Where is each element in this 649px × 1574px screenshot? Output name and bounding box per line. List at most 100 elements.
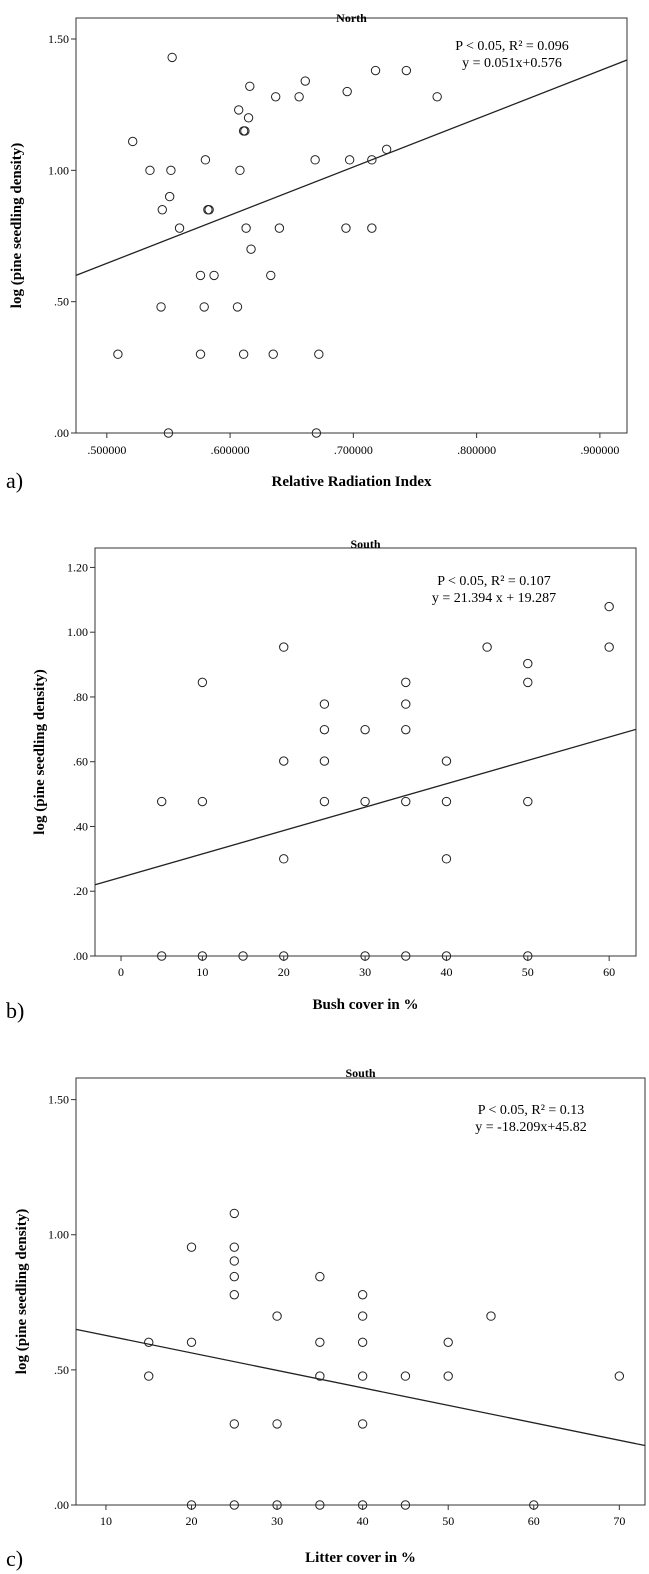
scatter-panel-2: South 0 10 20 30 40 50 60 .00 .20 .40 .60 .80 1.00 1.2… [6, 537, 637, 1023]
chart-title: South [350, 537, 380, 551]
data-point [401, 65, 412, 76]
x-tick-label: 40 [440, 965, 452, 979]
data-point [357, 1290, 368, 1300]
data-point [310, 155, 320, 165]
data-point [279, 854, 289, 864]
y-tick-label: .60 [73, 755, 88, 769]
data-point [315, 1371, 325, 1381]
x-tick-label: 30 [271, 1514, 283, 1528]
data-point [319, 796, 330, 807]
x-axis-label: Bush cover in % [313, 997, 419, 1013]
data-point [113, 349, 123, 359]
y-tick-label: .50 [54, 1363, 69, 1377]
plot-frame [75, 17, 628, 434]
data-point [367, 155, 377, 165]
data-point [167, 52, 177, 63]
data-point [441, 796, 452, 807]
data-point [234, 105, 244, 115]
data-point [357, 1337, 368, 1348]
data-point [240, 126, 250, 136]
data-point [266, 270, 276, 281]
data-point [357, 1419, 368, 1429]
plot-frame [75, 1077, 646, 1506]
data-point [229, 1500, 239, 1510]
x-tick-label: 40 [357, 1514, 369, 1528]
y-tick-label: .80 [73, 690, 88, 704]
data-point [443, 1371, 453, 1381]
x-tick-label: .700000 [334, 443, 373, 457]
data-point [279, 951, 289, 961]
data-point [300, 76, 310, 86]
data-point [370, 65, 381, 76]
x-tick-label: 20 [186, 1514, 198, 1528]
y-tick-label: 1.20 [67, 560, 88, 574]
x-axis-label: Relative Radiation Index [271, 474, 432, 490]
y-tick-label: .50 [54, 295, 69, 309]
x-tick-label: 60 [528, 1514, 540, 1528]
data-point [229, 1419, 239, 1429]
data-point [229, 1242, 239, 1252]
data-point [357, 1371, 368, 1381]
data-point [229, 1256, 239, 1266]
y-tick-label: .40 [73, 819, 88, 833]
y-axis-label: log (pine seedling density) [32, 669, 48, 834]
data-point [229, 1208, 239, 1219]
y-tick-label: 1.00 [48, 1228, 69, 1242]
regression-line [75, 59, 628, 277]
data-point [523, 796, 533, 807]
data-point [164, 191, 175, 202]
panel-label: a) [6, 468, 23, 493]
regression-annotation: y = 21.394 x + 19.287 [432, 591, 556, 606]
panel-label: c) [6, 1546, 23, 1571]
data-point [145, 165, 155, 176]
data-point [360, 951, 370, 961]
data-point [344, 155, 355, 165]
data-point [604, 601, 614, 612]
data-point [270, 92, 281, 102]
data-point [401, 951, 411, 961]
data-point [245, 81, 255, 91]
x-tick-label: .600000 [211, 443, 250, 457]
y-tick-label: .20 [73, 884, 88, 898]
data-point [243, 113, 254, 123]
y-tick-label: 1.00 [67, 625, 88, 639]
data-point [315, 1337, 325, 1348]
data-point [241, 223, 251, 233]
x-tick-label: 20 [278, 965, 290, 979]
x-tick-label: 10 [100, 1514, 112, 1528]
data-point [342, 86, 352, 97]
data-point [174, 223, 185, 233]
data-point [314, 349, 324, 359]
regression-line [75, 1328, 646, 1447]
data-point [238, 349, 249, 359]
data-point [199, 302, 209, 312]
data-point [294, 92, 304, 102]
data-point [156, 302, 166, 312]
data-point [319, 756, 330, 766]
data-point [232, 302, 243, 312]
data-point [443, 1337, 453, 1348]
data-point [272, 1311, 282, 1321]
data-point [357, 1500, 368, 1510]
x-tick-label: 30 [359, 965, 371, 979]
data-point [144, 1337, 154, 1348]
data-point [360, 724, 370, 735]
data-point [523, 677, 533, 688]
x-tick-label: .500000 [87, 443, 126, 457]
y-tick-label: 1.50 [48, 32, 69, 46]
scatter-panel-3: South 10 20 30 40 50 60 70 .00 .50 1.00 1.50 Litter … [6, 1066, 646, 1571]
data-point [432, 92, 442, 102]
data-point [200, 155, 211, 165]
data-point [441, 951, 452, 961]
data-point [166, 165, 176, 176]
data-point [614, 1371, 625, 1381]
data-point [157, 796, 167, 807]
data-point [482, 642, 492, 652]
data-point [315, 1271, 325, 1282]
data-point [144, 1371, 154, 1381]
data-point [229, 1290, 239, 1300]
data-point [186, 1337, 197, 1348]
data-point [246, 244, 256, 254]
data-point [163, 428, 174, 438]
chart-title: South [345, 1066, 375, 1080]
